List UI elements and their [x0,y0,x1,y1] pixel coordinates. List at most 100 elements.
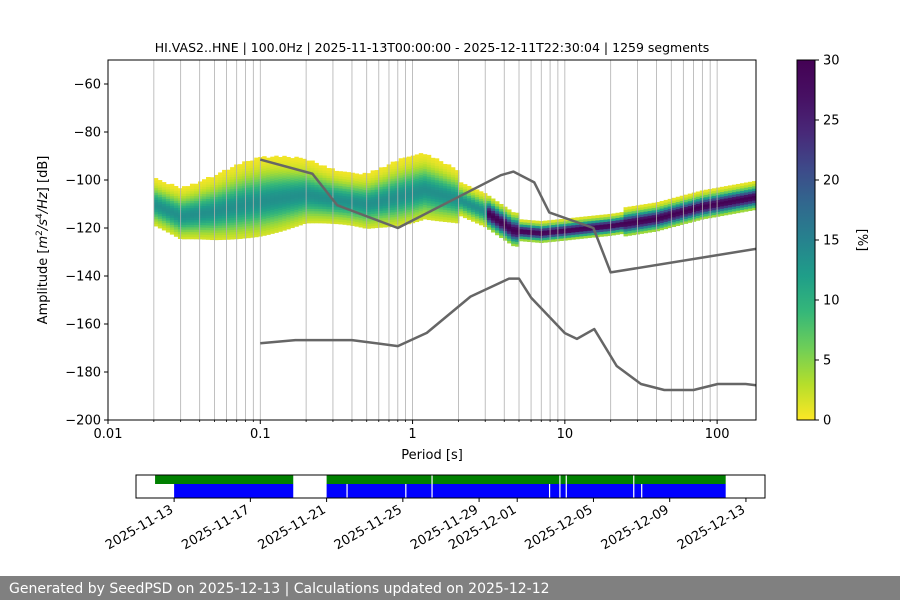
density-cell [350,201,355,205]
density-cell [254,157,259,161]
density-cell [458,203,464,207]
density-cell [282,218,287,222]
density-cell [470,194,476,198]
density-cell [719,208,725,212]
density-cell [294,207,299,210]
density-cell [306,186,311,190]
density-cell [631,220,636,224]
density-cell [290,218,295,221]
density-cell [426,181,432,185]
density-cell [430,213,436,216]
density-cell [563,235,568,239]
density-cell [651,217,657,220]
x-tick-label: 100 [705,427,730,442]
density-cell [454,218,460,221]
density-cell [358,222,363,226]
density-cell [210,203,215,207]
density-cell [254,229,259,233]
density-cell [442,211,448,215]
density-cell [583,235,588,239]
density-cell [466,185,472,189]
density-cell [583,216,588,220]
density-cell [438,185,444,188]
density-cell [214,179,219,183]
density-cell [214,210,219,214]
density-cell [394,175,400,179]
density-cell [246,160,251,164]
density-cell [318,167,323,171]
density-cell [643,225,649,229]
density-cell [222,203,227,207]
density-cell [161,191,167,195]
density-cell [442,173,448,177]
density-cell [298,160,303,163]
density-cell [294,175,299,179]
density-cell [202,212,207,216]
density-cell [567,237,572,241]
density-cell [246,208,251,212]
density-cell [270,231,275,234]
density-cell [426,200,432,204]
density-cell [298,210,303,214]
density-cell [579,233,584,237]
density-cell [290,186,295,190]
density-cell [418,181,424,185]
density-cell [306,160,311,164]
density-cell [274,215,279,219]
density-cell [242,197,247,201]
density-cell [290,206,295,209]
density-cell [214,234,219,238]
density-cell [218,218,223,221]
density-cell [282,158,287,162]
density-cell [410,167,416,171]
density-cell [354,190,359,194]
density-cell [210,196,215,200]
density-cell [438,161,444,164]
density-cell [679,207,685,211]
density-cell [691,206,697,210]
density-cell [169,183,175,187]
density-cell [615,231,620,235]
density-cell [185,214,191,218]
density-cell [623,214,628,218]
density-cell [222,174,227,178]
density-cell [254,234,259,238]
density-cell [230,227,235,230]
density-cell [571,217,576,221]
density-cell [202,193,207,197]
density-cell [683,204,689,208]
density-cell [350,196,355,200]
density-cell [338,190,343,194]
density-cell [214,215,219,219]
density-cell [246,228,251,231]
density-cell [667,206,673,209]
density-cell [543,220,548,224]
density-cell [362,208,367,212]
density-cell [619,221,624,225]
density-cell [362,189,367,193]
density-cell [711,212,717,216]
density-cell [370,191,376,195]
density-cell [193,195,199,199]
density-cell [314,194,319,197]
density-cell [222,220,227,224]
density-cell [607,228,612,232]
density-cell [286,200,291,203]
density-cell [266,167,271,171]
density-cell [189,193,195,197]
density-cell [322,191,327,195]
density-cell [438,168,444,172]
density-cell [242,173,247,177]
density-cell [358,174,363,178]
density-cell [639,209,644,213]
density-cell [270,183,275,186]
density-cell [671,202,677,206]
density-cell [446,178,452,182]
density-cell [587,232,592,236]
density-cell [314,191,319,195]
density-cell [687,198,693,202]
density-cell [731,206,737,210]
density-cell [523,222,528,225]
density-cell [314,220,319,224]
density-cell [659,215,665,219]
